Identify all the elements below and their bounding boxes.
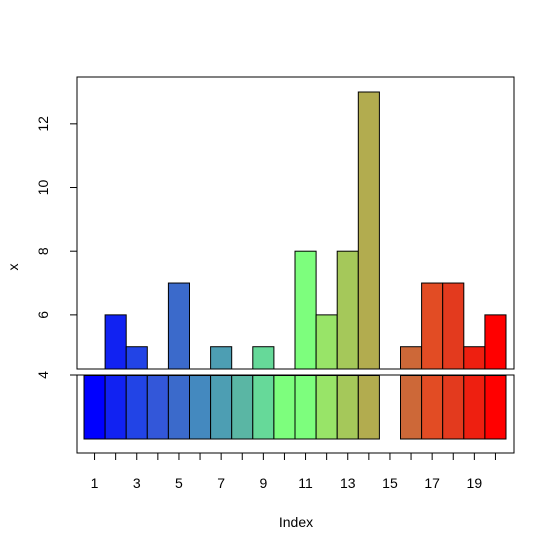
bar-lower-8 xyxy=(231,375,254,440)
upper-bars xyxy=(104,91,507,370)
bar-lower-16 xyxy=(400,375,423,440)
y-tick-label-6: 6 xyxy=(35,311,51,319)
bar-lower-10 xyxy=(273,375,296,440)
x-tick-label-7: 7 xyxy=(217,475,225,491)
bar-lower-5 xyxy=(167,375,190,440)
bar-lower-7 xyxy=(210,375,233,440)
bar-upper-7 xyxy=(210,346,233,370)
bar-lower-19 xyxy=(463,375,486,440)
x-tick-label-13: 13 xyxy=(340,475,356,491)
x-axis-title: Index xyxy=(279,514,313,530)
bar-upper-3 xyxy=(125,346,148,370)
y-tick-label-12: 12 xyxy=(35,116,51,132)
x-tick-label-11: 11 xyxy=(298,475,313,491)
x-tick-label-9: 9 xyxy=(259,475,267,491)
bar-lower-9 xyxy=(252,375,275,440)
x-tick-label-17: 17 xyxy=(424,475,440,491)
bar-lower-1 xyxy=(83,375,106,440)
bar-upper-17 xyxy=(421,282,444,370)
bar-lower-18 xyxy=(442,375,465,440)
y-tick-label-10: 10 xyxy=(35,180,51,196)
bar-upper-12 xyxy=(315,314,338,370)
bar-lower-6 xyxy=(189,375,212,440)
bar-lower-12 xyxy=(315,375,338,440)
bar-upper-9 xyxy=(252,346,275,370)
x-axis: 1 3 5 7 9 11 13 15 17 19 xyxy=(91,452,496,491)
y-tick-label-8: 8 xyxy=(35,247,51,255)
bar-upper-13 xyxy=(336,250,359,370)
bar-upper-11 xyxy=(294,250,317,370)
bar-upper-16 xyxy=(400,346,423,370)
bar-lower-14 xyxy=(357,375,380,440)
lower-bars xyxy=(83,375,507,440)
bar-upper-5 xyxy=(167,282,190,370)
bar-upper-14 xyxy=(357,91,380,370)
bar-upper-20 xyxy=(484,314,507,370)
y-axis: 4 6 8 10 12 xyxy=(35,116,78,379)
bar-lower-13 xyxy=(336,375,359,440)
bar-upper-18 xyxy=(442,282,465,370)
bar-lower-3 xyxy=(125,375,148,440)
y-tick-label-4: 4 xyxy=(35,371,51,379)
bar-lower-11 xyxy=(294,375,317,440)
bar-upper-2 xyxy=(104,314,127,370)
bar-lower-17 xyxy=(421,375,444,440)
bar-upper-19 xyxy=(463,346,486,370)
bar-lower-20 xyxy=(484,375,507,440)
x-tick-label-19: 19 xyxy=(467,475,483,491)
x-tick-label-5: 5 xyxy=(175,475,183,491)
x-tick-label-15: 15 xyxy=(382,475,398,491)
y-axis-title: x xyxy=(5,264,21,271)
x-tick-label-1: 1 xyxy=(91,475,99,491)
bar-lower-2 xyxy=(104,375,127,440)
bar-lower-4 xyxy=(146,375,169,440)
x-tick-label-3: 3 xyxy=(133,475,141,491)
